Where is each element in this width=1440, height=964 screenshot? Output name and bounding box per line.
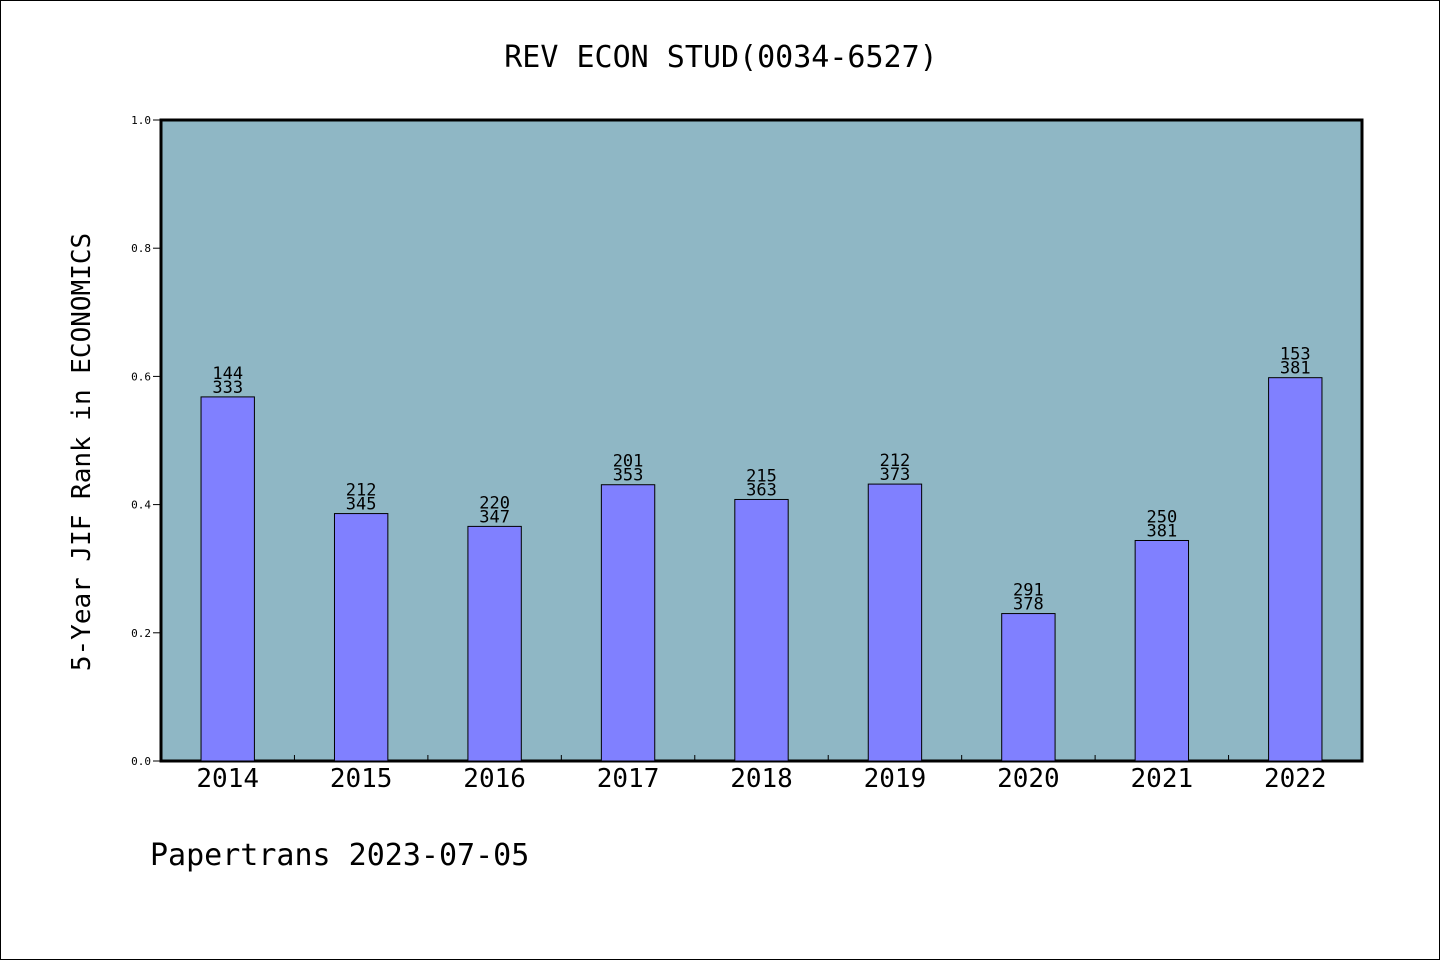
bar-2018 <box>734 498 789 762</box>
y-tick-label-0.0: 0.0 <box>131 755 151 768</box>
bar-label-bottom-2021: 381 <box>1146 521 1177 541</box>
y-tick-label-0.8: 0.8 <box>131 242 151 255</box>
x-tick-label-2016: 2016 <box>463 764 526 794</box>
bar-2015 <box>333 513 389 762</box>
bar-label-top-2020: 291 <box>1013 581 1044 601</box>
x-tick-label-2014: 2014 <box>196 764 259 794</box>
y-tick-label-0.2: 0.2 <box>131 627 151 640</box>
x-ticks-group: 2014 2015 2016 2017 2018 2019 2020 2021 2022 <box>196 755 1327 794</box>
bar-2017 <box>600 484 656 762</box>
bar-label-bottom-2014: 333 <box>212 378 243 398</box>
bar-2016 <box>467 525 522 762</box>
y-tick-label-1.0: 1.0 <box>131 114 151 127</box>
bar-2014 <box>200 396 255 762</box>
x-tick-label-2022: 2022 <box>1264 764 1327 794</box>
bar-label-bottom-2017: 353 <box>613 466 644 486</box>
bar-label-top-2014: 144 <box>212 364 243 384</box>
bar-label-bottom-2015: 345 <box>346 495 377 515</box>
y-axis-label: 5-Year JIF Rank in ECONOMICS <box>67 233 97 671</box>
bar-label-bottom-2020: 378 <box>1013 595 1044 615</box>
chart-title: REV ECON STUD(0034-6527) <box>504 40 937 75</box>
x-tick-label-2021: 2021 <box>1131 764 1194 794</box>
bar-2019 <box>867 483 923 762</box>
bar-label-top-2018: 215 <box>746 466 777 486</box>
x-tick-label-2019: 2019 <box>864 764 927 794</box>
x-tick-label-2018: 2018 <box>730 764 793 794</box>
bar-label-top-2015: 212 <box>346 481 377 501</box>
bar-label-bottom-2019: 373 <box>880 465 911 485</box>
bar-2021 <box>1134 539 1190 762</box>
bar-label-bottom-2022: 381 <box>1280 359 1311 379</box>
bar-label-bottom-2018: 363 <box>746 480 777 500</box>
y-tick-label-0.4: 0.4 <box>131 499 151 512</box>
x-tick-label-2020: 2020 <box>997 764 1060 794</box>
x-tick-label-2017: 2017 <box>597 764 660 794</box>
bar-label-top-2016: 220 <box>479 493 510 513</box>
bar-label-bottom-2016: 347 <box>479 507 510 527</box>
bar-2020 <box>1001 613 1056 762</box>
x-tick-label-2015: 2015 <box>330 764 393 794</box>
bar-label-top-2019: 212 <box>880 451 911 471</box>
y-tick-label-0.6: 0.6 <box>131 370 151 383</box>
bar-label-top-2022: 153 <box>1280 345 1311 365</box>
bar-2022 <box>1268 377 1323 762</box>
y-ticks-group: 0.0 0.2 0.4 0.6 0.8 1.0 <box>131 114 161 768</box>
bar-label-top-2021: 250 <box>1146 507 1177 527</box>
bar-label-top-2017: 201 <box>613 452 644 472</box>
footer-text: Papertrans 2023-07-05 <box>150 838 529 873</box>
